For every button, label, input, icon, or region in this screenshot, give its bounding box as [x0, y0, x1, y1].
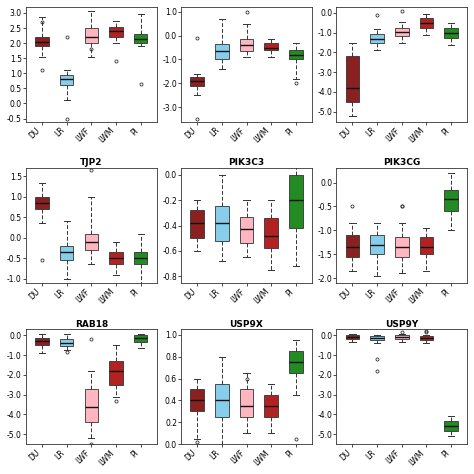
- Bar: [191, 210, 204, 238]
- Bar: [289, 50, 302, 59]
- Bar: [264, 43, 278, 50]
- Bar: [395, 27, 409, 36]
- Bar: [395, 237, 409, 256]
- Bar: [264, 395, 278, 417]
- Title: USP9Y: USP9Y: [385, 319, 419, 328]
- Bar: [191, 390, 204, 411]
- Bar: [289, 174, 302, 228]
- Bar: [419, 18, 433, 27]
- Bar: [289, 351, 302, 373]
- Bar: [444, 190, 458, 211]
- Bar: [240, 217, 253, 243]
- Bar: [60, 246, 73, 260]
- Bar: [215, 206, 228, 241]
- Bar: [134, 252, 147, 264]
- Bar: [419, 237, 433, 254]
- Title: PIK3CG: PIK3CG: [383, 158, 420, 167]
- Title: TJP2: TJP2: [80, 158, 102, 167]
- Bar: [84, 28, 98, 43]
- Bar: [35, 37, 49, 46]
- Bar: [109, 27, 123, 37]
- Bar: [346, 56, 359, 102]
- Bar: [346, 235, 359, 256]
- Bar: [240, 390, 253, 417]
- Bar: [134, 34, 147, 43]
- Bar: [370, 34, 384, 44]
- Bar: [395, 336, 409, 339]
- Bar: [215, 44, 228, 59]
- Bar: [35, 338, 49, 345]
- Bar: [346, 336, 359, 339]
- Title: RAB18: RAB18: [75, 319, 108, 328]
- Bar: [370, 235, 384, 254]
- Bar: [60, 339, 73, 346]
- Title: USP9X: USP9X: [229, 319, 264, 328]
- Bar: [370, 337, 384, 340]
- Bar: [215, 384, 228, 417]
- Bar: [444, 421, 458, 431]
- Title: PIK3C3: PIK3C3: [228, 158, 264, 167]
- Bar: [134, 336, 147, 342]
- Bar: [191, 77, 204, 86]
- Bar: [240, 39, 253, 51]
- Bar: [35, 197, 49, 209]
- Bar: [109, 252, 123, 264]
- Bar: [419, 337, 433, 340]
- Bar: [109, 361, 123, 385]
- Bar: [84, 389, 98, 422]
- Bar: [264, 218, 278, 248]
- Bar: [444, 27, 458, 37]
- Bar: [60, 75, 73, 85]
- Bar: [84, 234, 98, 250]
